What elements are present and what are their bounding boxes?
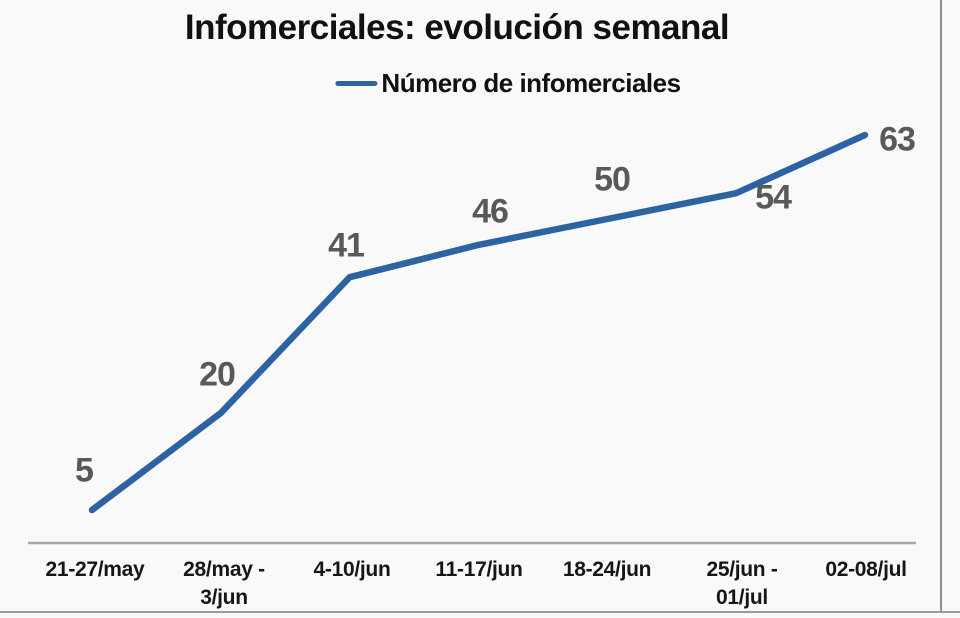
- data-label: 5: [75, 451, 94, 490]
- series-line: [88, 131, 869, 514]
- legend: Número de infomerciales: [335, 68, 681, 99]
- window-border-right: [940, 0, 942, 612]
- x-axis-tick-label: 18-24/jun: [562, 558, 652, 581]
- x-axis-tick-label: 21-27/may: [45, 558, 145, 581]
- data-label: 41: [328, 226, 365, 265]
- chart-title: Infomerciales: evolución semanal: [184, 8, 730, 47]
- x-axis-tick-label: 25/jun - 01/jul: [706, 558, 778, 610]
- x-axis-tick-label: 4-10/jun: [313, 558, 391, 581]
- data-label: 54: [755, 178, 792, 217]
- legend-line-swatch-icon: [335, 81, 378, 86]
- x-axis-tick-label: 28/may - 3/jun: [183, 558, 265, 610]
- legend-label: Número de infomerciales: [381, 68, 681, 98]
- x-axis-tick-label: 02-08/jul: [825, 558, 907, 581]
- data-label: 20: [199, 355, 236, 394]
- x-axis-tick-label: 11-17/jun: [435, 558, 523, 581]
- data-label: 63: [879, 120, 916, 159]
- data-label: 46: [472, 192, 509, 231]
- window-border-bottom: [0, 611, 960, 613]
- data-label: 50: [594, 160, 631, 199]
